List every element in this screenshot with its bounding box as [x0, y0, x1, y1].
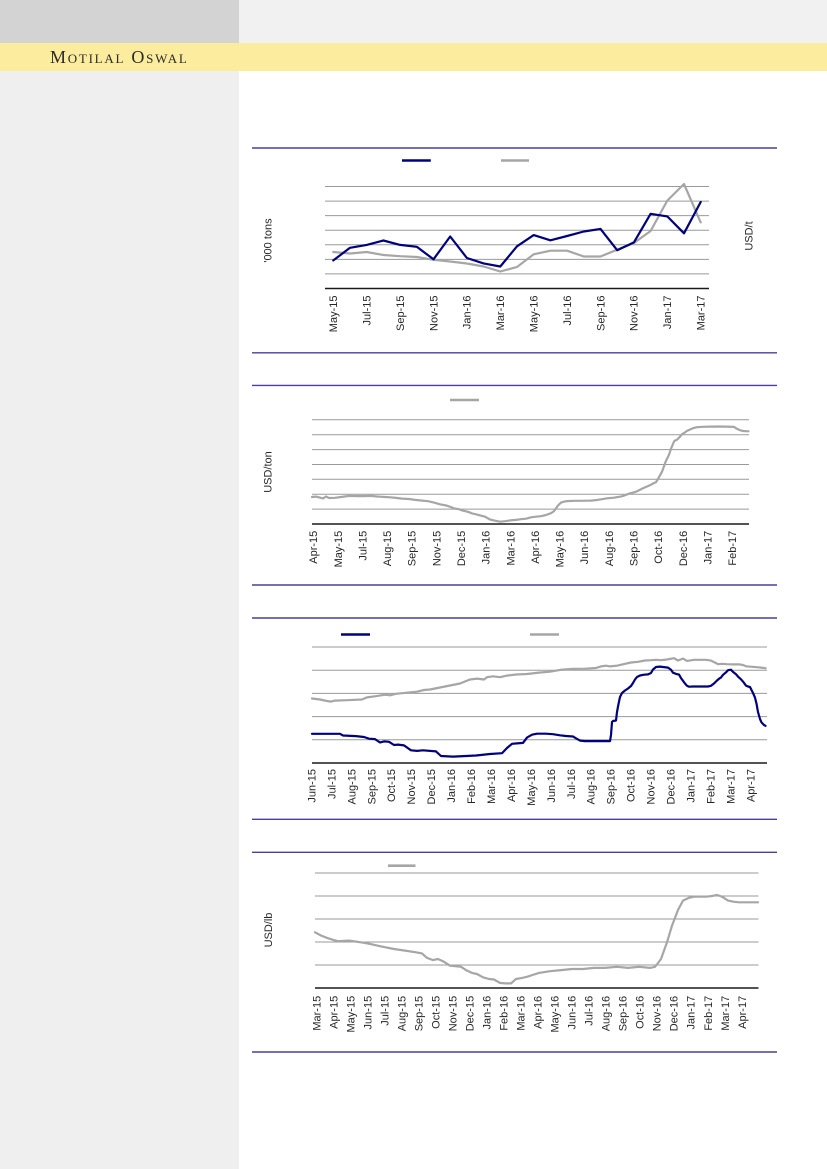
svg-text:Nov-16: Nov-16 — [652, 996, 664, 1031]
svg-text:Apr-15: Apr-15 — [308, 531, 320, 564]
svg-text:Nov-16: Nov-16 — [629, 296, 641, 331]
svg-text:Jul-15: Jul-15 — [326, 769, 338, 799]
svg-text:Apr-17: Apr-17 — [737, 996, 749, 1029]
svg-text:Oct-15: Oct-15 — [386, 769, 398, 802]
svg-text:Dec-16: Dec-16 — [669, 996, 681, 1031]
svg-text:Nov-15: Nov-15 — [428, 296, 440, 331]
svg-text:Dec-15: Dec-15 — [426, 769, 438, 804]
svg-text:Aug-15: Aug-15 — [382, 531, 394, 566]
svg-text:'000 tons: '000 tons — [262, 218, 274, 263]
svg-text:Jul-15: Jul-15 — [379, 996, 391, 1026]
svg-text:Feb-16: Feb-16 — [466, 769, 478, 804]
svg-text:Jul-16: Jul-16 — [562, 296, 574, 326]
svg-text:Apr-15: Apr-15 — [328, 996, 340, 1029]
svg-text:Jun-15: Jun-15 — [362, 996, 374, 1030]
svg-text:Jul-16: Jul-16 — [566, 769, 578, 799]
svg-text:Jan-16: Jan-16 — [462, 296, 474, 330]
svg-text:Nov-15: Nov-15 — [448, 996, 460, 1031]
svg-text:May-15: May-15 — [345, 996, 357, 1033]
svg-text:Mar-16: Mar-16 — [516, 996, 528, 1031]
svg-text:Sep-16: Sep-16 — [606, 769, 618, 804]
svg-text:Jul-15: Jul-15 — [362, 296, 374, 326]
svg-text:Sep-15: Sep-15 — [395, 296, 407, 331]
svg-text:Dec-16: Dec-16 — [666, 769, 678, 804]
svg-text:Sep-16: Sep-16 — [629, 531, 641, 566]
svg-text:USD/t: USD/t — [744, 221, 756, 250]
svg-text:Jan-17: Jan-17 — [686, 769, 698, 803]
svg-text:Mar-16: Mar-16 — [495, 295, 507, 330]
svg-text:Jun-15: Jun-15 — [306, 769, 318, 803]
svg-text:May-15: May-15 — [328, 296, 340, 333]
svg-text:Sep-15: Sep-15 — [413, 996, 425, 1031]
svg-text:May-16: May-16 — [555, 531, 567, 568]
svg-text:Jan-16: Jan-16 — [446, 769, 458, 803]
svg-text:Mar-16: Mar-16 — [486, 769, 498, 804]
svg-text:Oct-16: Oct-16 — [653, 531, 665, 564]
svg-text:Mar-16: Mar-16 — [505, 531, 517, 566]
svg-text:Jan-16: Jan-16 — [481, 531, 493, 565]
svg-text:Jan-17: Jan-17 — [703, 531, 715, 565]
svg-text:Apr-16: Apr-16 — [506, 769, 518, 802]
svg-text:Jun-16: Jun-16 — [579, 531, 591, 565]
svg-text:Apr-17: Apr-17 — [745, 769, 757, 802]
svg-text:Feb-17: Feb-17 — [705, 769, 717, 804]
svg-text:Nov-15: Nov-15 — [406, 769, 418, 804]
svg-text:May-16: May-16 — [526, 769, 538, 806]
svg-text:Feb-17: Feb-17 — [727, 531, 739, 566]
svg-text:May-16: May-16 — [529, 296, 541, 333]
svg-text:Oct-16: Oct-16 — [635, 996, 647, 1029]
svg-text:USD/ton: USD/ton — [262, 451, 274, 493]
svg-text:Feb-17: Feb-17 — [703, 996, 715, 1031]
svg-text:Dec-15: Dec-15 — [465, 996, 477, 1031]
svg-text:Jun-16: Jun-16 — [567, 996, 579, 1030]
svg-text:Feb-16: Feb-16 — [499, 996, 511, 1031]
svg-text:May-16: May-16 — [550, 996, 562, 1033]
svg-text:Aug-16: Aug-16 — [586, 769, 598, 804]
svg-text:Oct-15: Oct-15 — [430, 996, 442, 1029]
svg-text:Jun-16: Jun-16 — [546, 769, 558, 803]
svg-text:Nov-16: Nov-16 — [646, 769, 658, 804]
svg-text:Aug-16: Aug-16 — [604, 531, 616, 566]
svg-text:Mar-17: Mar-17 — [696, 296, 708, 331]
svg-text:Jan-16: Jan-16 — [482, 996, 494, 1030]
svg-text:Oct-16: Oct-16 — [626, 769, 638, 802]
svg-text:USD/lb: USD/lb — [263, 913, 275, 948]
svg-text:Apr-16: Apr-16 — [533, 996, 545, 1029]
svg-text:Nov-15: Nov-15 — [431, 531, 443, 566]
svg-text:Aug-16: Aug-16 — [601, 996, 613, 1031]
svg-text:Aug-15: Aug-15 — [396, 996, 408, 1031]
svg-text:Jan-17: Jan-17 — [662, 296, 674, 330]
svg-text:Aug-15: Aug-15 — [346, 769, 358, 804]
svg-text:Dec-15: Dec-15 — [456, 531, 468, 566]
svg-text:May-15: May-15 — [333, 531, 345, 568]
svg-text:Mar-17: Mar-17 — [720, 996, 732, 1031]
svg-text:Sep-16: Sep-16 — [595, 296, 607, 331]
svg-text:Dec-16: Dec-16 — [678, 531, 690, 566]
svg-text:Jul-15: Jul-15 — [357, 531, 369, 561]
svg-text:Jan-17: Jan-17 — [686, 996, 698, 1030]
svg-text:Jul-16: Jul-16 — [584, 996, 596, 1026]
svg-text:Mar-15: Mar-15 — [311, 996, 323, 1031]
svg-text:Sep-15: Sep-15 — [407, 531, 419, 566]
svg-text:Mar-17: Mar-17 — [725, 769, 737, 804]
svg-text:Sep-16: Sep-16 — [618, 996, 630, 1031]
svg-text:Sep-15: Sep-15 — [366, 769, 378, 804]
svg-text:Apr-16: Apr-16 — [530, 531, 542, 564]
